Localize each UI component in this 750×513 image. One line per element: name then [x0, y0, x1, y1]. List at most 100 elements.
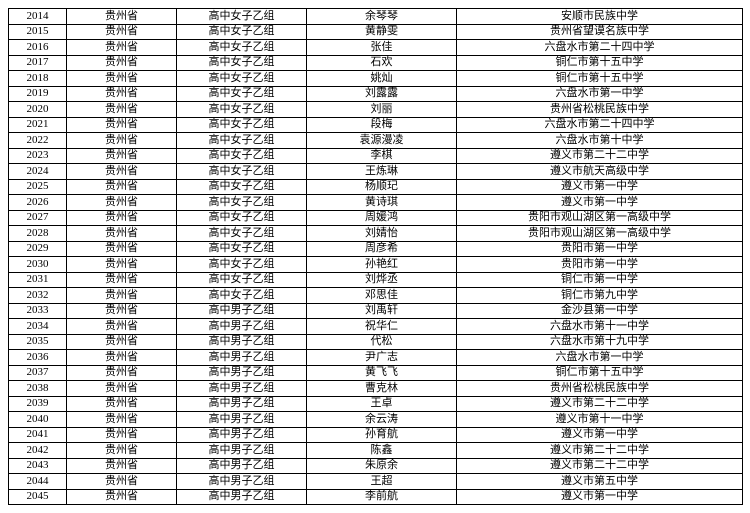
table-row: 2027贵州省高中女子乙组周媛鸿贵阳市观山湖区第一高级中学: [9, 210, 743, 226]
table-cell: 贵州省: [67, 133, 177, 149]
table-cell: 2031: [9, 272, 67, 288]
table-cell: 贵州省: [67, 71, 177, 87]
table-cell: 孙育航: [307, 427, 457, 443]
table-row: 2045贵州省高中男子乙组李前航遵义市第一中学: [9, 489, 743, 505]
table-cell: 2038: [9, 381, 67, 397]
table-cell: 遵义市第二十二中学: [457, 458, 743, 474]
table-cell: 贵州省: [67, 412, 177, 428]
table-row: 2028贵州省高中女子乙组刘婧怡贵阳市观山湖区第一高级中学: [9, 226, 743, 242]
table-cell: 2041: [9, 427, 67, 443]
table-cell: 贵州省: [67, 381, 177, 397]
table-cell: 2016: [9, 40, 67, 56]
table-cell: 贵州省松桃民族中学: [457, 102, 743, 118]
table-cell: 贵州省: [67, 272, 177, 288]
table-cell: 2045: [9, 489, 67, 505]
table-cell: 高中女子乙组: [177, 241, 307, 257]
table-cell: 铜仁市第十五中学: [457, 71, 743, 87]
table-row: 2032贵州省高中女子乙组邓思佳铜仁市第九中学: [9, 288, 743, 304]
table-row: 2035贵州省高中男子乙组代松六盘水市第十九中学: [9, 334, 743, 350]
table-row: 2040贵州省高中男子乙组余云涛遵义市第十一中学: [9, 412, 743, 428]
table-cell: 2035: [9, 334, 67, 350]
table-cell: 2023: [9, 148, 67, 164]
table-cell: 高中男子乙组: [177, 350, 307, 366]
table-cell: 2034: [9, 319, 67, 335]
table-cell: 遵义市第一中学: [457, 489, 743, 505]
table-row: 2036贵州省高中男子乙组尹广志六盘水市第一中学: [9, 350, 743, 366]
table-cell: 李棋: [307, 148, 457, 164]
table-cell: 高中男子乙组: [177, 489, 307, 505]
table-cell: 袁源漫凌: [307, 133, 457, 149]
table-cell: 遵义市第二十二中学: [457, 396, 743, 412]
table-cell: 贵州省: [67, 303, 177, 319]
table-cell: 2039: [9, 396, 67, 412]
table-cell: 贵州省: [67, 474, 177, 490]
table-row: 2030贵州省高中女子乙组孙艳红贵阳市第一中学: [9, 257, 743, 273]
table-cell: 遵义市第一中学: [457, 179, 743, 195]
table-cell: 2033: [9, 303, 67, 319]
table-cell: 安顺市民族中学: [457, 9, 743, 25]
table-cell: 高中女子乙组: [177, 102, 307, 118]
table-cell: 高中男子乙组: [177, 303, 307, 319]
table-cell: 黄诗琪: [307, 195, 457, 211]
table-cell: 六盘水市第一中学: [457, 350, 743, 366]
table-cell: 2037: [9, 365, 67, 381]
table-cell: 周彦希: [307, 241, 457, 257]
table-cell: 金沙县第一中学: [457, 303, 743, 319]
table-row: 2044贵州省高中男子乙组王超遵义市第五中学: [9, 474, 743, 490]
table-cell: 贵州省: [67, 334, 177, 350]
table-cell: 六盘水市第十九中学: [457, 334, 743, 350]
table-cell: 贵州省: [67, 86, 177, 102]
table-row: 2022贵州省高中女子乙组袁源漫凌六盘水市第十中学: [9, 133, 743, 149]
table-cell: 2017: [9, 55, 67, 71]
table-cell: 高中男子乙组: [177, 427, 307, 443]
table-row: 2019贵州省高中女子乙组刘露露六盘水市第一中学: [9, 86, 743, 102]
table-cell: 高中男子乙组: [177, 334, 307, 350]
table-cell: 高中女子乙组: [177, 288, 307, 304]
table-cell: 2040: [9, 412, 67, 428]
table-cell: 高中女子乙组: [177, 40, 307, 56]
table-cell: 高中女子乙组: [177, 164, 307, 180]
table-cell: 高中女子乙组: [177, 71, 307, 87]
table-cell: 杨顺玘: [307, 179, 457, 195]
table-row: 2018贵州省高中女子乙组姚灿铜仁市第十五中学: [9, 71, 743, 87]
table-cell: 贵州省: [67, 489, 177, 505]
table-cell: 高中男子乙组: [177, 365, 307, 381]
table-cell: 高中男子乙组: [177, 319, 307, 335]
table-cell: 高中女子乙组: [177, 272, 307, 288]
table-cell: 贵州省: [67, 195, 177, 211]
table-row: 2017贵州省高中女子乙组石欢铜仁市第十五中学: [9, 55, 743, 71]
table-cell: 贵州省: [67, 365, 177, 381]
table-cell: 贵阳市第一中学: [457, 257, 743, 273]
table-cell: 张佳: [307, 40, 457, 56]
table-cell: 遵义市第二十二中学: [457, 148, 743, 164]
table-row: 2024贵州省高中女子乙组王炼琳遵义市航天高级中学: [9, 164, 743, 180]
table-row: 2026贵州省高中女子乙组黄诗琪遵义市第一中学: [9, 195, 743, 211]
table-cell: 贵阳市第一中学: [457, 241, 743, 257]
table-cell: 高中女子乙组: [177, 226, 307, 242]
table-cell: 高中女子乙组: [177, 55, 307, 71]
table-cell: 刘烨丞: [307, 272, 457, 288]
table-cell: 高中女子乙组: [177, 210, 307, 226]
table-cell: 遵义市第二十二中学: [457, 443, 743, 459]
table-row: 2037贵州省高中男子乙组黄飞飞铜仁市第十五中学: [9, 365, 743, 381]
table-cell: 2020: [9, 102, 67, 118]
table-row: 2039贵州省高中男子乙组王卓遵义市第二十二中学: [9, 396, 743, 412]
table-cell: 2014: [9, 9, 67, 25]
table-cell: 2022: [9, 133, 67, 149]
table-cell: 高中女子乙组: [177, 86, 307, 102]
table-cell: 铜仁市第一中学: [457, 272, 743, 288]
table-cell: 王卓: [307, 396, 457, 412]
table-cell: 2042: [9, 443, 67, 459]
table-cell: 2044: [9, 474, 67, 490]
table-cell: 贵州省松桃民族中学: [457, 381, 743, 397]
table-cell: 王超: [307, 474, 457, 490]
table-cell: 高中男子乙组: [177, 443, 307, 459]
table-cell: 2024: [9, 164, 67, 180]
table-cell: 曹克林: [307, 381, 457, 397]
table-cell: 六盘水市第一中学: [457, 86, 743, 102]
data-table: 2014贵州省高中女子乙组余琴琴安顺市民族中学2015贵州省高中女子乙组黄静雯贵…: [8, 8, 743, 505]
table-cell: 高中女子乙组: [177, 257, 307, 273]
table-cell: 祝华仁: [307, 319, 457, 335]
table-cell: 贵州省: [67, 102, 177, 118]
table-cell: 石欢: [307, 55, 457, 71]
